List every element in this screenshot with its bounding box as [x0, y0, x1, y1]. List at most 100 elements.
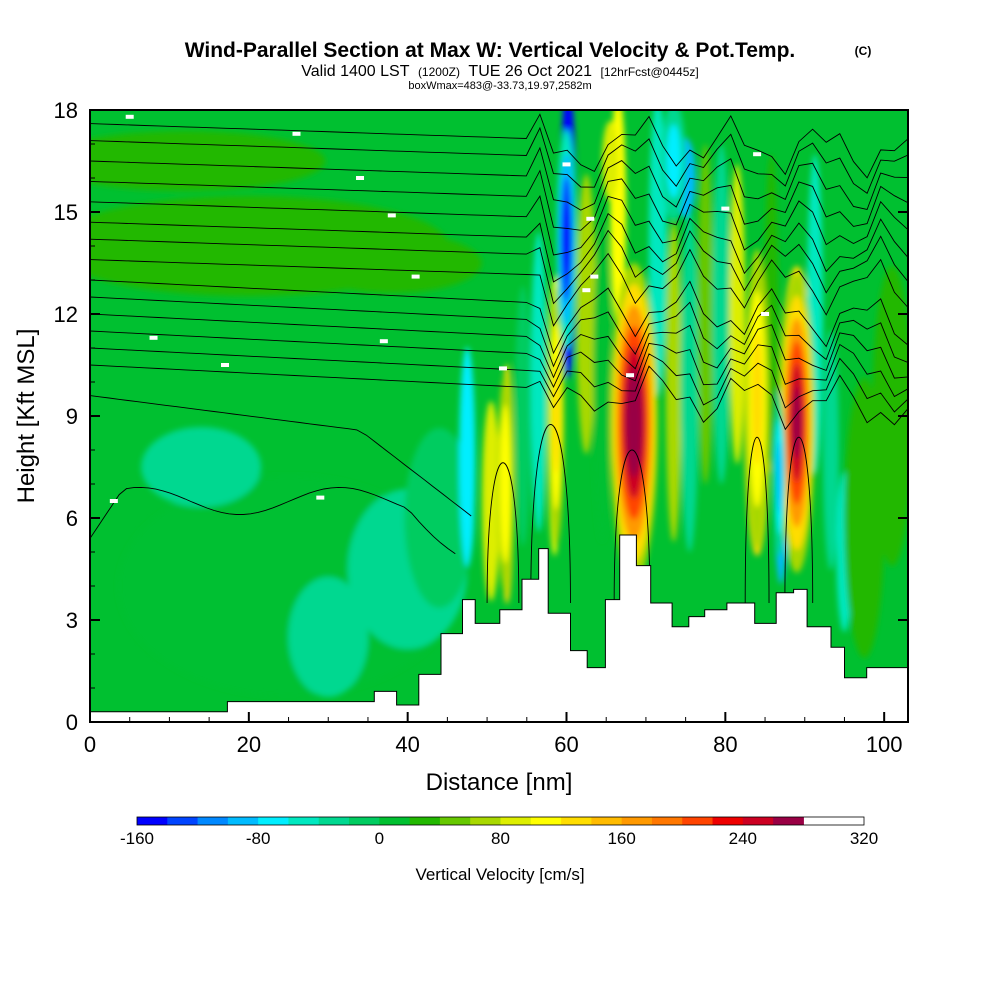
y-axis-label: Height [Kft MSL]: [13, 329, 40, 504]
y-axis: 0 3 6 9 12 15 18: [54, 98, 908, 735]
field-column: [697, 144, 714, 484]
theta-contour: [90, 126, 908, 194]
chart-title: Wind-Parallel Section at Max W: Vertical…: [185, 39, 796, 62]
colorbar-frame: [136, 816, 865, 826]
theta-contour: [90, 296, 908, 368]
x-axis: 0 20 40 60 80 100: [84, 712, 903, 757]
colorbar-segment: [712, 817, 744, 825]
colorbar-tick-label: 160: [607, 829, 635, 848]
velocity-field: [90, 110, 908, 697]
theta-contour: [530, 424, 571, 604]
theta-contour: [613, 449, 651, 604]
updraft-core: [552, 358, 560, 474]
colorbar-segment: [773, 817, 804, 825]
field-column: [593, 222, 612, 542]
contour-label-marker: [626, 373, 635, 378]
theta-contour: [90, 279, 908, 355]
field-column: [822, 330, 839, 570]
colorbar-segment: [227, 817, 259, 825]
y-tick-label: 12: [54, 302, 78, 327]
colorbar-segment: [288, 817, 320, 825]
colorbar-segment: [137, 817, 168, 825]
contour-label-marker: [761, 312, 770, 316]
field-column: [729, 164, 746, 464]
colorbar-segment: [682, 817, 714, 825]
contour-label-marker: [149, 335, 158, 340]
subtitle-fcst: [12hrFcst@0445z]: [601, 65, 699, 79]
x-axis-label: Distance [nm]: [426, 769, 573, 796]
colorbar: [136, 816, 865, 826]
colorbar-segment: [530, 817, 562, 825]
theta-contour: [90, 113, 908, 179]
field-column: [482, 401, 501, 601]
field-blob: [301, 233, 482, 293]
x-tick-label: 40: [395, 732, 419, 757]
colorbar-segment: [561, 817, 592, 825]
field-column: [872, 266, 908, 566]
colorbar-tick-label: 240: [729, 829, 757, 848]
contour-label-marker: [562, 162, 571, 167]
contour-label-marker: [411, 274, 420, 279]
colorbar-segment: [379, 817, 411, 825]
contour-label-marker: [109, 499, 118, 503]
field-column: [602, 121, 619, 201]
colorbar-ticks: -160 -80 0 80 160 240 320: [120, 829, 878, 848]
contour-label-marker: [292, 131, 301, 136]
theta-contour: [744, 436, 770, 604]
field-column: [712, 144, 731, 484]
colorbar-segment: [742, 817, 774, 825]
contour-label-marker: [221, 363, 230, 367]
field-blob: [288, 577, 369, 697]
field-blob: [90, 131, 326, 191]
colorbar-segment: [470, 817, 501, 825]
field-column: [665, 222, 682, 542]
colorbar-tick-label: -160: [120, 829, 154, 848]
field-column: [514, 286, 531, 546]
colorbar-segment: [167, 817, 199, 825]
theta-contour: [90, 146, 908, 211]
subtitle-main: Valid 1400 LST: [301, 63, 409, 80]
contour-label-marker: [356, 176, 365, 180]
chart-subtitle: Valid 1400 LST (1200Z) TUE 26 Oct 2021 […: [301, 63, 698, 80]
contour-label-marker: [387, 213, 396, 218]
contour-label-marker: [379, 339, 388, 344]
x-tick-label: 60: [554, 732, 578, 757]
theta-contour: [90, 212, 908, 283]
field-column: [680, 212, 699, 552]
contour-label-marker: [586, 216, 595, 221]
colorbar-segment: [439, 817, 471, 825]
plot-area: [90, 110, 908, 722]
subtitle-date: TUE 26 Oct 2021: [468, 63, 592, 80]
contour-label-marker: [125, 114, 134, 119]
field-column: [576, 174, 597, 454]
x-tick-label: 0: [84, 732, 96, 757]
updraft-core: [628, 389, 640, 457]
colorbar-segment: [349, 817, 380, 825]
x-tick-label: 80: [713, 732, 737, 757]
colorbar-segment: [500, 817, 532, 825]
contour-label-marker: [753, 152, 762, 157]
theta-contour: [90, 486, 456, 555]
theta-contour: [486, 462, 520, 604]
potential-temperature-contours: [90, 113, 908, 604]
colorbar-segment: [258, 817, 289, 825]
theta-contour: [90, 194, 908, 256]
downdraft-core: [563, 200, 570, 278]
contour-label-marker: [316, 495, 325, 500]
updraft-core: [792, 386, 802, 460]
title-mark: (C): [855, 44, 872, 58]
theta-contour: [784, 436, 814, 604]
contour-label-marker: [590, 274, 599, 279]
downdraft-core: [666, 124, 682, 198]
x-tick-label: 20: [237, 732, 261, 757]
colorbar-tick-label: 0: [375, 829, 384, 848]
theta-contour: [90, 248, 908, 327]
contour-label-marker: [498, 366, 507, 371]
subtitle-box: boxWmax=483@-33.73,19.97,2582m: [408, 80, 591, 92]
field-column: [459, 346, 476, 567]
theta-contour: [90, 229, 908, 305]
theta-contour: [90, 313, 908, 379]
y-tick-label: 9: [66, 404, 78, 429]
colorbar-segment: [591, 817, 623, 825]
